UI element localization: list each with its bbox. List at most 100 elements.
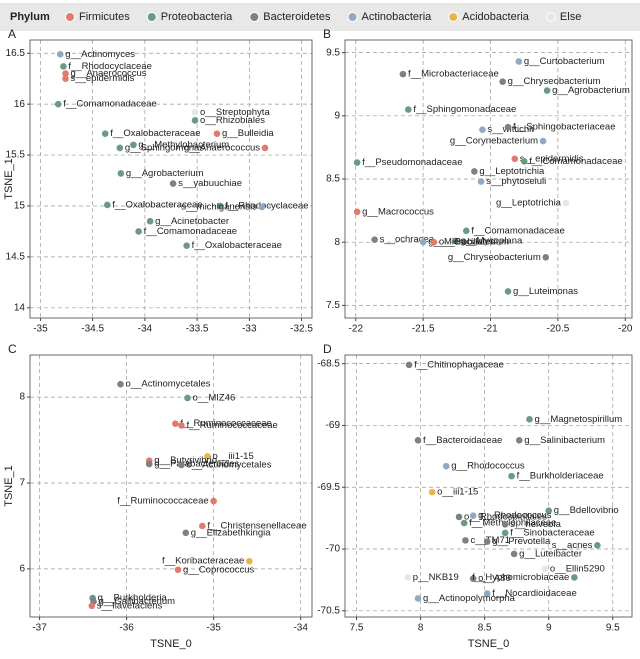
point: [178, 422, 185, 429]
x-tick-label: -35: [206, 623, 221, 634]
point: [146, 217, 154, 225]
point-label: o__Ellin5290: [550, 563, 605, 574]
point-label: f__Sphingomonadaceae: [413, 104, 516, 115]
point: [116, 144, 124, 152]
point-label: o__MIZ46: [193, 392, 236, 403]
point: [130, 141, 137, 149]
x-tick-label: 9.5: [606, 623, 620, 634]
legend-swatch: [347, 12, 358, 22]
point-label: g__Agrobacterium: [552, 85, 630, 96]
point-label: o__A89: [478, 573, 511, 584]
point: [452, 237, 459, 245]
point-label: o__Actinomycetales: [126, 379, 211, 390]
y-tick-label: 7: [19, 478, 25, 489]
point-label: s__ochracea: [380, 234, 435, 245]
point: [539, 137, 547, 145]
point: [184, 394, 191, 402]
point: [62, 70, 69, 77]
point: [545, 507, 553, 515]
point: [571, 574, 578, 581]
point-label: g__Luteimonas: [513, 286, 578, 297]
y-tick-label: -70: [326, 544, 341, 555]
point-label: f__Christensenellaceae: [207, 520, 306, 531]
point-label: o__Streptophyta: [200, 107, 270, 118]
point-label: f__Ruminococcaceae: [117, 496, 208, 507]
panel-label: D: [323, 342, 332, 356]
y-tick-label: -68.5: [317, 358, 340, 369]
panel-label: A: [8, 27, 16, 41]
point-label: s__flavefaciens: [97, 600, 163, 611]
point-label: g__Bdellovibrio: [554, 505, 619, 516]
point: [419, 238, 427, 246]
point-label: g__Methylobacterium: [138, 139, 229, 150]
legend-label: Proteobacteria: [161, 11, 233, 23]
point-label: o__Actinomycetales: [186, 459, 271, 470]
x-tick-label: -32.5: [290, 324, 313, 335]
point-label: s__epidermidis: [520, 153, 584, 164]
point-label: g__Actinomyces: [65, 49, 135, 60]
point-label: g__Acinetobacter: [155, 216, 229, 227]
point: [526, 415, 533, 423]
point: [477, 178, 485, 185]
point-label: g__Bulleidia: [222, 128, 274, 139]
legend-label: Actinobacteria: [362, 11, 433, 23]
point-label: f__Sphingobacteriaceae: [513, 122, 615, 133]
x-tick-label: 7.5: [350, 623, 364, 634]
point: [261, 144, 269, 152]
point: [520, 158, 528, 165]
point-label: f__Sinobacteraceae: [510, 527, 595, 538]
point-label: g__Leptotrichia: [479, 166, 545, 177]
point-label: g__Curtobacterium: [524, 56, 605, 67]
point-label: g__Actinopolymorpha: [423, 593, 516, 604]
point: [511, 155, 519, 163]
y-axis-label: TSNE_1: [3, 465, 15, 507]
legend-label: Firmicutes: [79, 11, 130, 23]
point: [499, 78, 506, 85]
y-tick-label: 7.5: [326, 300, 340, 311]
point-label: f__Oxalobacteraceae: [112, 199, 202, 210]
point-label: g__Prevotella: [492, 536, 551, 547]
point-label: g__Mycoplana: [460, 235, 523, 246]
panel-label: C: [8, 342, 17, 356]
point: [542, 254, 550, 261]
point: [60, 63, 67, 70]
point: [405, 361, 413, 369]
point-label: g__Agrobacterium: [126, 168, 204, 179]
point: [594, 542, 601, 549]
plot-background: [30, 40, 312, 318]
point: [508, 472, 515, 480]
point-label: g__Butyrivibrio: [154, 455, 217, 466]
point: [399, 70, 407, 78]
y-tick-label: 6: [19, 564, 25, 575]
y-tick-label: 9.5: [326, 47, 340, 58]
point-label: g__Parabacteroides: [154, 459, 239, 470]
point-label: f__Oxalobacteraceae: [110, 128, 200, 139]
point-label: o__iii1-15: [437, 487, 478, 498]
point: [462, 227, 470, 235]
y-tick-label: 15.5: [6, 150, 26, 161]
point: [562, 199, 570, 207]
x-tick-label: -34.5: [81, 324, 104, 335]
y-axis-label: TSNE_1: [3, 158, 15, 200]
point: [216, 202, 224, 210]
x-tick-label: -36: [119, 623, 134, 634]
y-tick-label: 8.5: [326, 174, 340, 185]
x-tick-label: -21.5: [412, 324, 435, 335]
point-label: s__helveola: [510, 519, 561, 530]
point-label: f__Chitinophagaceae: [414, 359, 504, 370]
point: [103, 201, 111, 209]
point-label: o__Rhizobiales: [200, 115, 265, 126]
point-label: f__Bacteroidaceae: [423, 435, 502, 446]
point: [199, 522, 206, 530]
point: [483, 538, 491, 545]
point: [405, 106, 412, 113]
x-tick-label: -21: [483, 324, 498, 335]
point: [428, 488, 436, 496]
x-tick-label: -35: [33, 324, 48, 335]
point-label: s__wittichii: [487, 124, 533, 135]
x-axis-label: TSNE_0: [150, 638, 192, 650]
panel-label: B: [323, 27, 331, 41]
point: [54, 100, 62, 108]
point-label: g__Chryseobacterium: [448, 252, 541, 263]
